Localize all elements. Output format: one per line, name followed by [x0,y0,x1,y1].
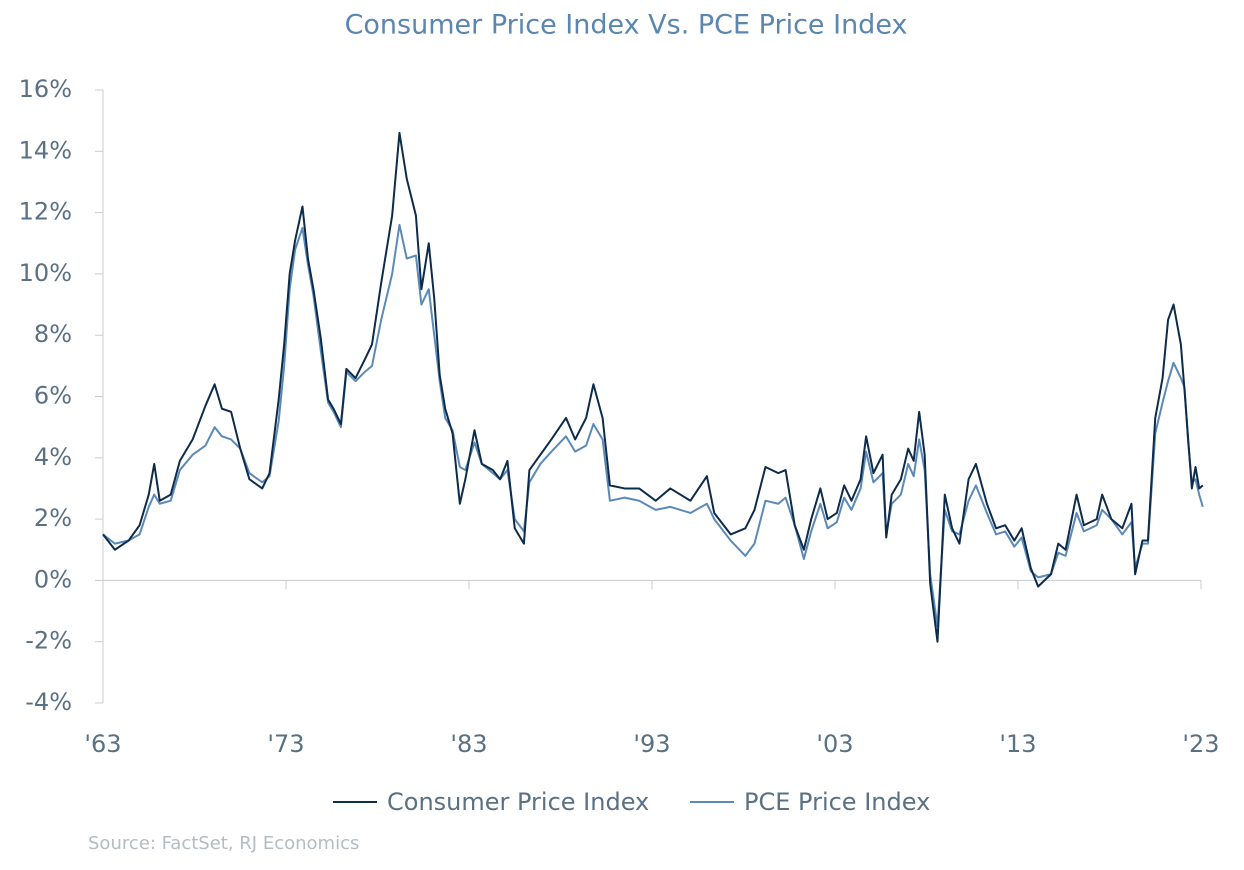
x-tick-label: '23 [1182,730,1219,758]
y-tick-label: 12% [19,198,72,226]
x-tick-label: '73 [267,730,304,758]
y-tick-label: -2% [25,627,72,655]
y-tick-label: 0% [34,565,72,593]
x-tick-label: '63 [84,730,121,758]
x-tick-label: '93 [633,730,670,758]
x-tick-label: '13 [999,730,1036,758]
chart-title: Consumer Price Index Vs. PCE Price Index [345,10,908,41]
y-tick-label: 2% [34,504,72,532]
x-tick-label: '83 [450,730,487,758]
y-tick-label: 16% [19,75,72,103]
legend-label: Consumer Price Index [387,788,649,816]
x-tick-label: '03 [816,730,853,758]
y-tick-label: 6% [34,382,72,410]
series-line [102,131,1204,643]
legend-label: PCE Price Index [744,788,930,816]
series-line [102,223,1204,628]
y-tick-label: 8% [34,320,72,348]
y-tick-label: 4% [34,443,72,471]
source: Source: FactSet, RJ Economics [88,833,359,854]
y-tick-label: 10% [19,259,72,287]
y-tick-label: 14% [19,136,72,164]
y-tick-label: -4% [25,688,72,716]
